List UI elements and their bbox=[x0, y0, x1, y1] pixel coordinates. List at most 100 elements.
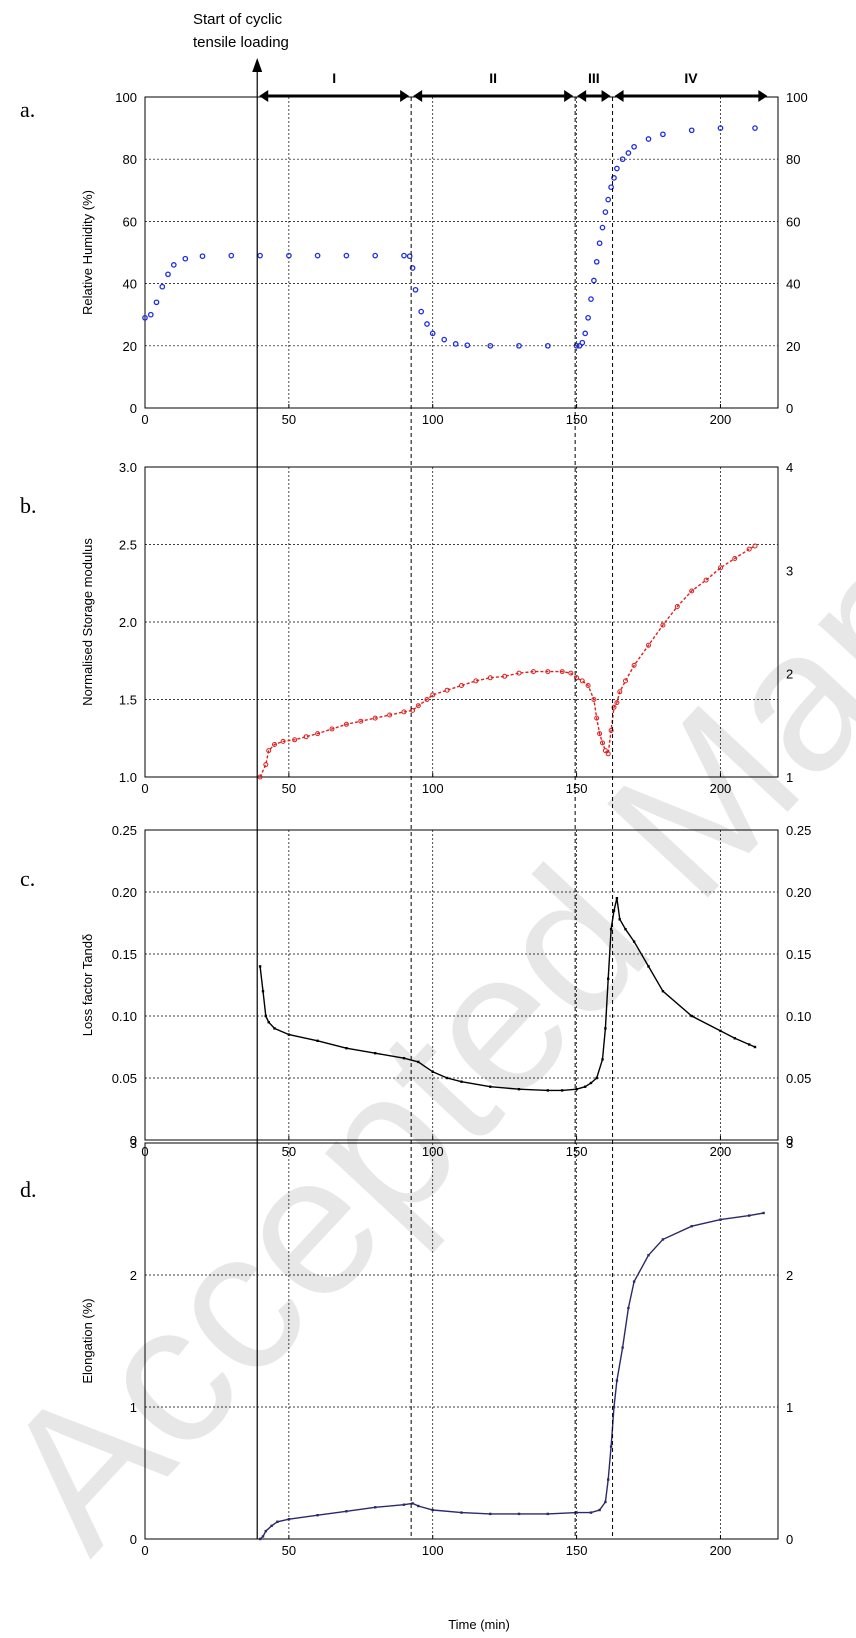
data-point bbox=[544, 342, 551, 349]
data-point bbox=[608, 184, 614, 191]
data-point bbox=[647, 965, 650, 968]
data-point bbox=[489, 1085, 492, 1088]
data-point bbox=[516, 670, 522, 676]
data-point bbox=[609, 928, 613, 931]
y-tick-label-right: 80 bbox=[786, 152, 800, 167]
data-point bbox=[746, 546, 752, 552]
data-point bbox=[752, 125, 758, 131]
data-point bbox=[574, 675, 580, 681]
data-point bbox=[545, 669, 551, 675]
data-point bbox=[588, 296, 594, 302]
data-point bbox=[631, 143, 637, 150]
data-point bbox=[597, 731, 603, 737]
data-point bbox=[266, 748, 272, 754]
data-point bbox=[276, 1520, 279, 1523]
x-tick-label: 100 bbox=[422, 781, 444, 796]
data-point bbox=[343, 252, 350, 259]
y-tick-label-right: 3 bbox=[786, 1136, 793, 1151]
data-point bbox=[418, 308, 425, 315]
data-point bbox=[717, 125, 724, 131]
data-point bbox=[601, 1058, 604, 1061]
data-point bbox=[287, 1518, 291, 1521]
x-tick-label: 100 bbox=[422, 1543, 444, 1558]
y-tick-label: 80 bbox=[123, 152, 137, 167]
data-point bbox=[441, 336, 448, 343]
data-point bbox=[647, 1254, 650, 1257]
phase-arrow-head-left bbox=[614, 90, 624, 102]
data-point bbox=[602, 748, 608, 754]
overlay: Start of cyclic tensile loading Time (mi… bbox=[193, 11, 768, 1632]
data-point bbox=[605, 196, 612, 203]
y-tick-label: 0 bbox=[130, 1532, 137, 1547]
y-tick-label-right: 1 bbox=[786, 1400, 793, 1415]
y-tick-label-right: 0 bbox=[786, 1133, 793, 1148]
data-point bbox=[424, 321, 430, 327]
data-point bbox=[604, 1500, 607, 1504]
y-tick-label-right: 2 bbox=[786, 667, 793, 682]
y-tick-label-right: 0.25 bbox=[786, 823, 811, 838]
y-tick-label-right: 100 bbox=[786, 90, 808, 105]
data-point bbox=[595, 1076, 598, 1080]
data-point bbox=[142, 314, 148, 321]
x-axis-label: Time (min) bbox=[448, 1617, 510, 1632]
data-point bbox=[517, 1088, 521, 1091]
data-point bbox=[646, 642, 651, 648]
data-point bbox=[625, 150, 632, 156]
phase-label: II bbox=[489, 70, 497, 86]
data-point bbox=[576, 342, 583, 349]
panel-letter: d. bbox=[20, 1177, 37, 1202]
data-point bbox=[609, 1445, 613, 1448]
data-point bbox=[401, 252, 407, 259]
plot-frame bbox=[144, 829, 779, 1141]
data-point bbox=[732, 556, 738, 561]
data-point bbox=[748, 1214, 751, 1217]
data-point bbox=[372, 252, 379, 259]
data-point bbox=[387, 712, 393, 718]
data-point bbox=[621, 1346, 624, 1349]
data-point bbox=[431, 1070, 434, 1073]
data-point bbox=[733, 1037, 736, 1040]
data-point bbox=[412, 286, 419, 293]
y-tick-label-right: 1 bbox=[786, 770, 793, 785]
x-tick-label: 150 bbox=[566, 1543, 588, 1558]
x-tick-label: 100 bbox=[422, 412, 444, 427]
x-tick-label: 0 bbox=[141, 781, 148, 796]
y-tick-label-right: 0.10 bbox=[786, 1009, 811, 1024]
data-point bbox=[718, 565, 723, 571]
y-axis-label: Normalised Storage modulus bbox=[80, 538, 95, 706]
data-point bbox=[460, 1511, 463, 1514]
data-point bbox=[272, 742, 277, 747]
data-point bbox=[632, 940, 636, 943]
data-point bbox=[417, 1504, 420, 1508]
x-tick-label: 150 bbox=[566, 781, 588, 796]
panel-b: 0 50 100 150 200 1.0 1.5 2.0 2.5 3.0 1 2 3 4 Normalise… bbox=[20, 460, 793, 796]
data-point bbox=[612, 909, 616, 912]
data-point bbox=[546, 1512, 549, 1516]
data-point bbox=[199, 253, 206, 260]
data-point bbox=[287, 1033, 291, 1036]
x-tick-label: 200 bbox=[710, 1543, 732, 1558]
phase-arrow-head-right bbox=[400, 90, 410, 102]
data-point bbox=[329, 726, 335, 732]
data-point bbox=[614, 165, 620, 172]
y-tick-label: 0.25 bbox=[112, 823, 137, 838]
data-point bbox=[261, 990, 265, 993]
data-point bbox=[762, 1211, 765, 1215]
data-point bbox=[460, 1080, 463, 1083]
data-point bbox=[431, 1508, 434, 1512]
y-tick-label: 2.0 bbox=[119, 615, 137, 630]
data-point bbox=[258, 1537, 262, 1541]
data-point bbox=[406, 253, 413, 260]
y-tick-label-right: 0.15 bbox=[786, 947, 811, 962]
data-point bbox=[660, 131, 666, 138]
data-point bbox=[703, 577, 709, 583]
data-point bbox=[424, 697, 430, 702]
data-point bbox=[257, 774, 263, 780]
phase-arrow-head-left bbox=[577, 90, 587, 102]
y-tick-label: 1 bbox=[130, 1400, 137, 1415]
phase-arrow-head-right bbox=[564, 90, 574, 102]
data-point bbox=[401, 709, 407, 715]
data-point bbox=[690, 1014, 693, 1018]
